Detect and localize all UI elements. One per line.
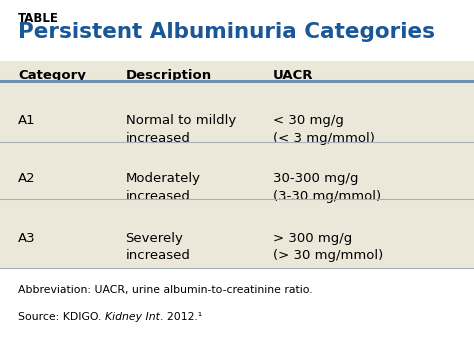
Text: Kidney Int: Kidney Int — [105, 312, 160, 322]
Text: Persistent Albuminuria Categories: Persistent Albuminuria Categories — [18, 22, 435, 42]
Text: TABLE: TABLE — [18, 12, 59, 25]
Text: Severely
increased: Severely increased — [126, 232, 191, 262]
Text: Category: Category — [18, 69, 86, 82]
Text: A1: A1 — [18, 114, 36, 127]
Text: A3: A3 — [18, 232, 36, 245]
Text: Normal to mildly
increased: Normal to mildly increased — [126, 114, 236, 145]
Bar — [0, 61, 474, 268]
Text: < 30 mg/g
(< 3 mg/mmol): < 30 mg/g (< 3 mg/mmol) — [273, 114, 374, 145]
Text: Description: Description — [126, 69, 212, 82]
Text: Abbreviation: UACR, urine albumin-to-creatinine ratio.: Abbreviation: UACR, urine albumin-to-cre… — [18, 285, 313, 295]
Text: Source: KDIGO.: Source: KDIGO. — [18, 312, 105, 322]
Text: 30-300 mg/g
(3-30 mg/mmol): 30-300 mg/g (3-30 mg/mmol) — [273, 172, 381, 203]
Text: > 300 mg/g
(> 30 mg/mmol): > 300 mg/g (> 30 mg/mmol) — [273, 232, 383, 262]
Text: . 2012.¹: . 2012.¹ — [160, 312, 202, 322]
Text: A2: A2 — [18, 172, 36, 185]
Text: UACR: UACR — [273, 69, 313, 82]
Text: Moderately
increased: Moderately increased — [126, 172, 201, 203]
